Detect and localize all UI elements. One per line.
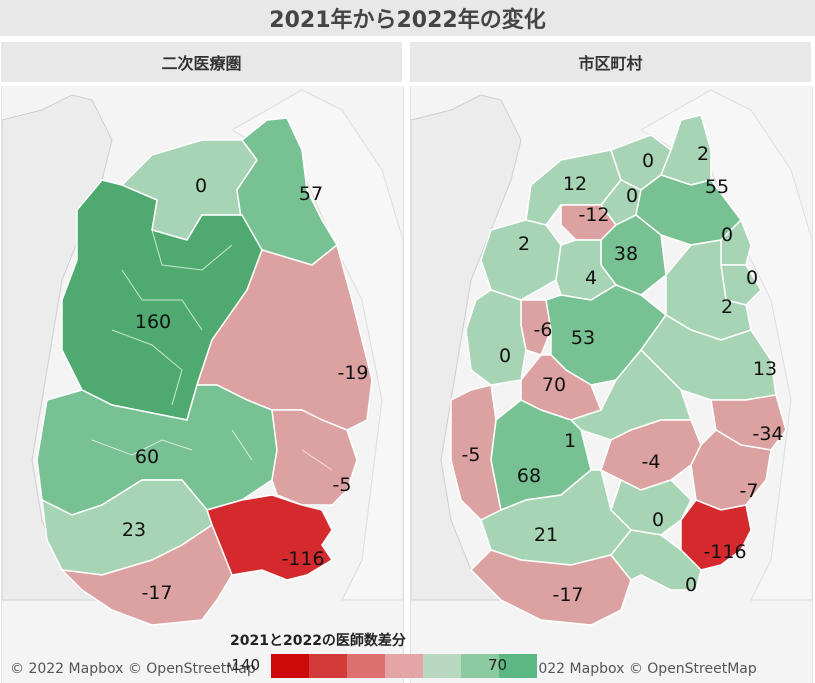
legend-swatch (347, 654, 385, 678)
region-label: 0 (195, 175, 207, 197)
municipality-label: -4 (642, 451, 661, 473)
map-municipality[interactable]: 0 2 12 0 55 -12 2 38 0 4 0 2 -6 53 0 13 … (410, 86, 813, 683)
region-label: 23 (122, 519, 146, 541)
region-southeast-coast[interactable] (271, 409, 358, 506)
legend-swatch (461, 654, 499, 678)
legend-min-value: -140 (226, 656, 261, 674)
municipality-label: 0 (746, 267, 758, 289)
legend-swatch (385, 654, 423, 678)
municipality-label: 0 (685, 574, 697, 596)
municipality-label: 0 (652, 509, 664, 531)
municipality-label: 0 (721, 224, 733, 246)
municipality-label: 12 (563, 173, 587, 195)
municipality-label: 2 (697, 143, 709, 165)
map-attribution[interactable]: © 2022 Mapbox © OpenStreetMap (511, 661, 757, 677)
municipality-label: 2 (518, 233, 530, 255)
legend-swatch (423, 654, 461, 678)
municipality-label: 55 (705, 176, 729, 198)
map-svg-left[interactable]: 0 57 160 -19 60 -5 23 -116 -17 (2, 86, 403, 683)
municipality[interactable] (465, 289, 527, 386)
region-label: 60 (135, 446, 159, 468)
legend-title: 2021と2022の医師数差分 (230, 633, 406, 649)
region-label: -19 (337, 362, 368, 384)
dashboard-title: 2021年から2022年の変化 (0, 0, 815, 36)
municipality-label: 0 (499, 345, 511, 367)
municipality-label: 4 (585, 267, 597, 289)
municipality-label: 53 (571, 327, 595, 349)
municipality-label: -34 (752, 423, 783, 445)
legend-swatch (499, 654, 537, 678)
inner-boundaries-left (91, 229, 333, 471)
municipality-label: 13 (753, 358, 777, 380)
municipality-label: 70 (542, 374, 566, 396)
region-label: 160 (135, 311, 171, 333)
legend-swatch (309, 654, 347, 678)
legend-swatch (271, 654, 309, 678)
color-legend: 2021と2022の医師数差分 -140 70 (226, 630, 537, 680)
municipality[interactable] (610, 529, 702, 591)
municipality-label: 38 (614, 243, 638, 265)
municipality-label: 2 (721, 296, 733, 318)
municipality[interactable] (480, 219, 562, 301)
municipality-label: -116 (703, 541, 746, 563)
legend-color-ramp (271, 654, 537, 678)
municipality-label: -7 (740, 480, 759, 502)
panel-header-municipality: 市区町村 (410, 42, 811, 82)
municipality-label: -5 (462, 444, 481, 466)
map-attribution[interactable]: © 2022 Mapbox © OpenStreetMap (10, 661, 256, 677)
panel-header-secondary-medical-area: 二次医療圏 (1, 42, 402, 82)
municipality-label: 21 (534, 524, 558, 546)
municipality-label: 1 (564, 430, 576, 452)
region-label: -116 (281, 548, 324, 570)
region-south[interactable] (59, 523, 233, 626)
map-svg-right[interactable]: 0 2 12 0 55 -12 2 38 0 4 0 2 -6 53 0 13 … (411, 86, 812, 683)
municipality-label: 0 (642, 150, 654, 172)
legend-max-value: 70 (488, 656, 508, 674)
region-label: -5 (333, 474, 352, 496)
region-label: -17 (141, 582, 172, 604)
region-label: 57 (299, 183, 323, 205)
municipality-label: -6 (534, 319, 553, 341)
municipality-label: -17 (552, 584, 583, 606)
municipality-label: -12 (578, 204, 609, 226)
municipality-label: 68 (517, 465, 541, 487)
map-secondary-medical-area[interactable]: 0 57 160 -19 60 -5 23 -116 -17 © 2022 Ma… (1, 86, 404, 683)
municipality-label: 0 (626, 185, 638, 207)
